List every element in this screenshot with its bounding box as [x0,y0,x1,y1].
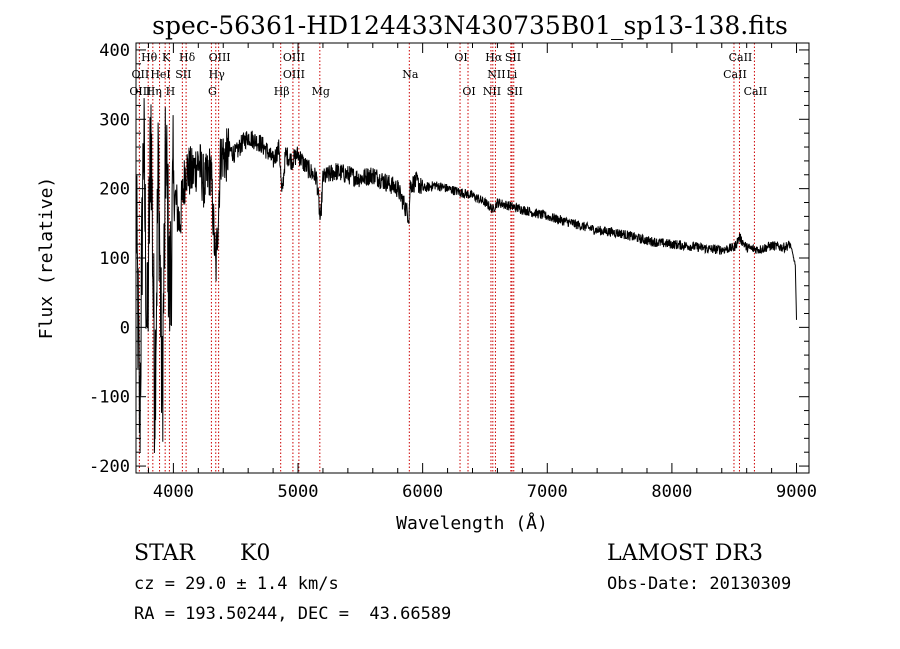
x-tick-label: 4000 [153,482,194,502]
redshift-value: cz = 29.0 ± 1.4 km/s [134,574,339,594]
y-tick-label: 0 [120,318,130,338]
plot-frame [135,42,810,474]
emission-line-label: Hγ [209,68,226,81]
emission-line-label: HeI [150,68,170,81]
emission-line-label: OI [462,85,475,98]
x-tick-label: 8000 [651,482,692,502]
survey-name: LAMOST DR3 [607,541,763,566]
y-tick-label: 300 [99,110,130,130]
chart-title: spec-56361-HD124433N430735B01_sp13-138.f… [152,11,788,40]
emission-line-label: NII [487,68,505,81]
emission-line-label: CaII [729,51,753,64]
x-tick-label: 6000 [402,482,443,502]
y-axis-label: Flux (relative) [36,177,57,340]
x-axis: 4000 5000 6000 7000 8000 9000 [147,43,817,502]
emission-line-label: OI [454,51,467,64]
emission-line-label: Hα [485,51,503,64]
emission-line-label: K [162,51,171,64]
emission-line-label: G [208,85,217,98]
emission-line-label: Na [402,68,419,81]
emission-line-label: SII [175,68,191,81]
y-tick-label: -100 [89,388,130,408]
emission-line-label: H [166,85,176,98]
x-axis-label: Wavelength (Å) [396,512,548,534]
x-tick-label: 5000 [278,482,319,502]
emission-line-label: OII [132,68,150,81]
emission-line-label: CaII [723,68,747,81]
flux-series-line [135,98,797,454]
object-subclass: K0 [240,541,270,566]
sky-coordinates: RA = 193.50244, DEC = 43.66589 [134,604,451,624]
x-tick-label: 9000 [776,482,817,502]
y-tick-label: -200 [89,457,130,477]
emission-line-markers [138,43,755,473]
emission-line-label: Mg [312,85,330,98]
y-axis: -200 -100 0 100 200 300 400 [89,41,809,477]
emission-line-label: Li [506,68,517,81]
emission-line-label: Hη [146,85,162,98]
emission-line-label: SII [505,51,521,64]
y-tick-label: 200 [99,180,130,200]
x-tick-label: 7000 [527,482,568,502]
y-tick-label: 400 [99,41,130,61]
emission-line-label: Hδ [179,51,196,64]
observation-date: Obs-Date: 20130309 [607,574,791,594]
emission-line-label: OIII [283,68,305,81]
emission-line-label: OIII [209,51,231,64]
emission-line-label: Hθ [141,51,158,64]
y-tick-label: 100 [99,249,130,269]
emission-line-label: SII [507,85,523,98]
emission-line-label: CaII [744,85,768,98]
emission-line-label: OIII [283,51,305,64]
object-class: STAR [134,541,196,566]
emission-line-label: NII [483,85,501,98]
emission-line-label: Hβ [274,85,290,98]
